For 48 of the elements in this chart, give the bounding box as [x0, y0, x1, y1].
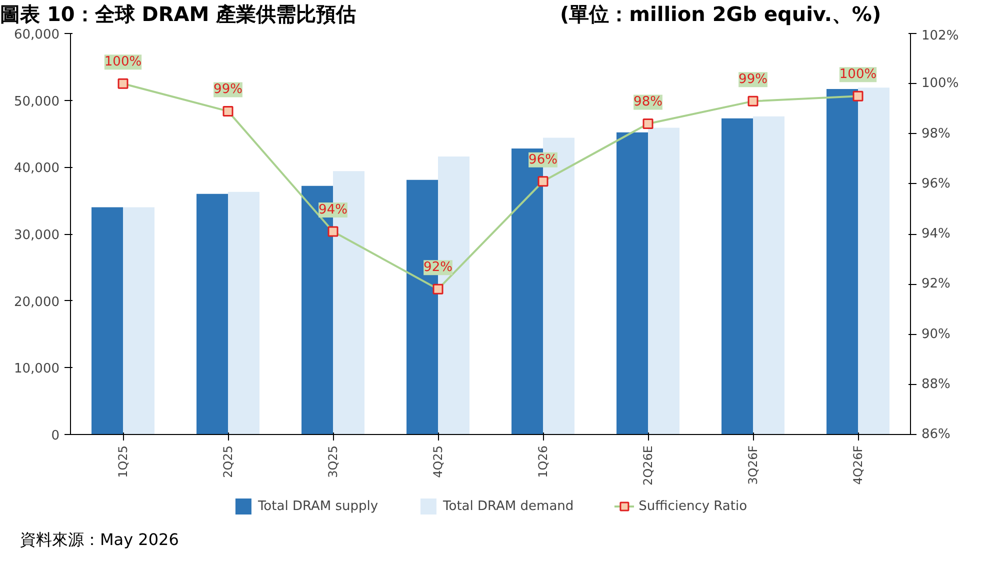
data-label: 96% — [528, 152, 558, 168]
y2-tick-label: 92% — [922, 276, 950, 292]
y2-tick-label: 100% — [922, 76, 959, 92]
bar — [753, 116, 784, 434]
y2-tick-label: 102% — [922, 28, 959, 44]
bar — [92, 207, 123, 434]
chart-title: 圖表 10：全球 DRAM 產業供需比預估 — [0, 1, 356, 28]
bar — [123, 207, 154, 434]
x-tick-label: 2Q25 — [221, 445, 235, 478]
y-tick-label: 60,000 — [14, 28, 60, 42]
bar — [826, 88, 858, 434]
bar — [722, 118, 753, 434]
y-tick-label: 10,000 — [14, 362, 60, 377]
x-tick-label: 1Q25 — [116, 445, 130, 478]
data-label: 100% — [104, 54, 142, 70]
legend-label: Sufficiency Ratio — [638, 498, 748, 514]
x-tick-label: 2Q26E — [641, 445, 655, 486]
source-note: 資料來源：May 2026 — [20, 529, 179, 551]
data-label: 92% — [424, 260, 452, 276]
y2-tick-label: 96% — [922, 176, 950, 192]
y2-tick-label: 86% — [922, 427, 950, 442]
x-tick-label: 4Q25 — [431, 445, 445, 478]
bar — [858, 88, 890, 434]
data-label: 99% — [738, 72, 768, 88]
y-tick-label: 40,000 — [14, 161, 60, 176]
x-tick-label: 1Q26 — [536, 445, 550, 478]
x-tick-label: 4Q26F — [851, 445, 865, 485]
y-tick-label: 20,000 — [14, 294, 60, 310]
bar — [648, 128, 680, 434]
y2-tick-label: 98% — [922, 126, 950, 142]
data-label: 94% — [318, 202, 348, 218]
legend-label: Total DRAM supply — [258, 498, 378, 514]
bar — [228, 192, 260, 434]
legend-label: Total DRAM demand — [443, 498, 574, 514]
data-label: 99% — [214, 82, 242, 98]
chart-subtitle: (單位：million 2Gb equiv.、%) — [560, 1, 882, 28]
bar — [196, 194, 228, 434]
bar — [616, 132, 648, 434]
y2-tick-label: 94% — [922, 226, 950, 242]
data-label: 98% — [634, 94, 662, 110]
y-tick-label: 50,000 — [14, 94, 60, 110]
x-tick-label: 3Q26F — [746, 445, 760, 485]
x-tick-label: 3Q25 — [326, 445, 340, 478]
y-tick-label: 0 — [51, 428, 60, 444]
y-tick-label: 30,000 — [14, 228, 60, 243]
y2-tick-label: 90% — [922, 326, 950, 342]
y2-tick-label: 88% — [922, 376, 950, 392]
data-label: 100% — [839, 67, 877, 82]
